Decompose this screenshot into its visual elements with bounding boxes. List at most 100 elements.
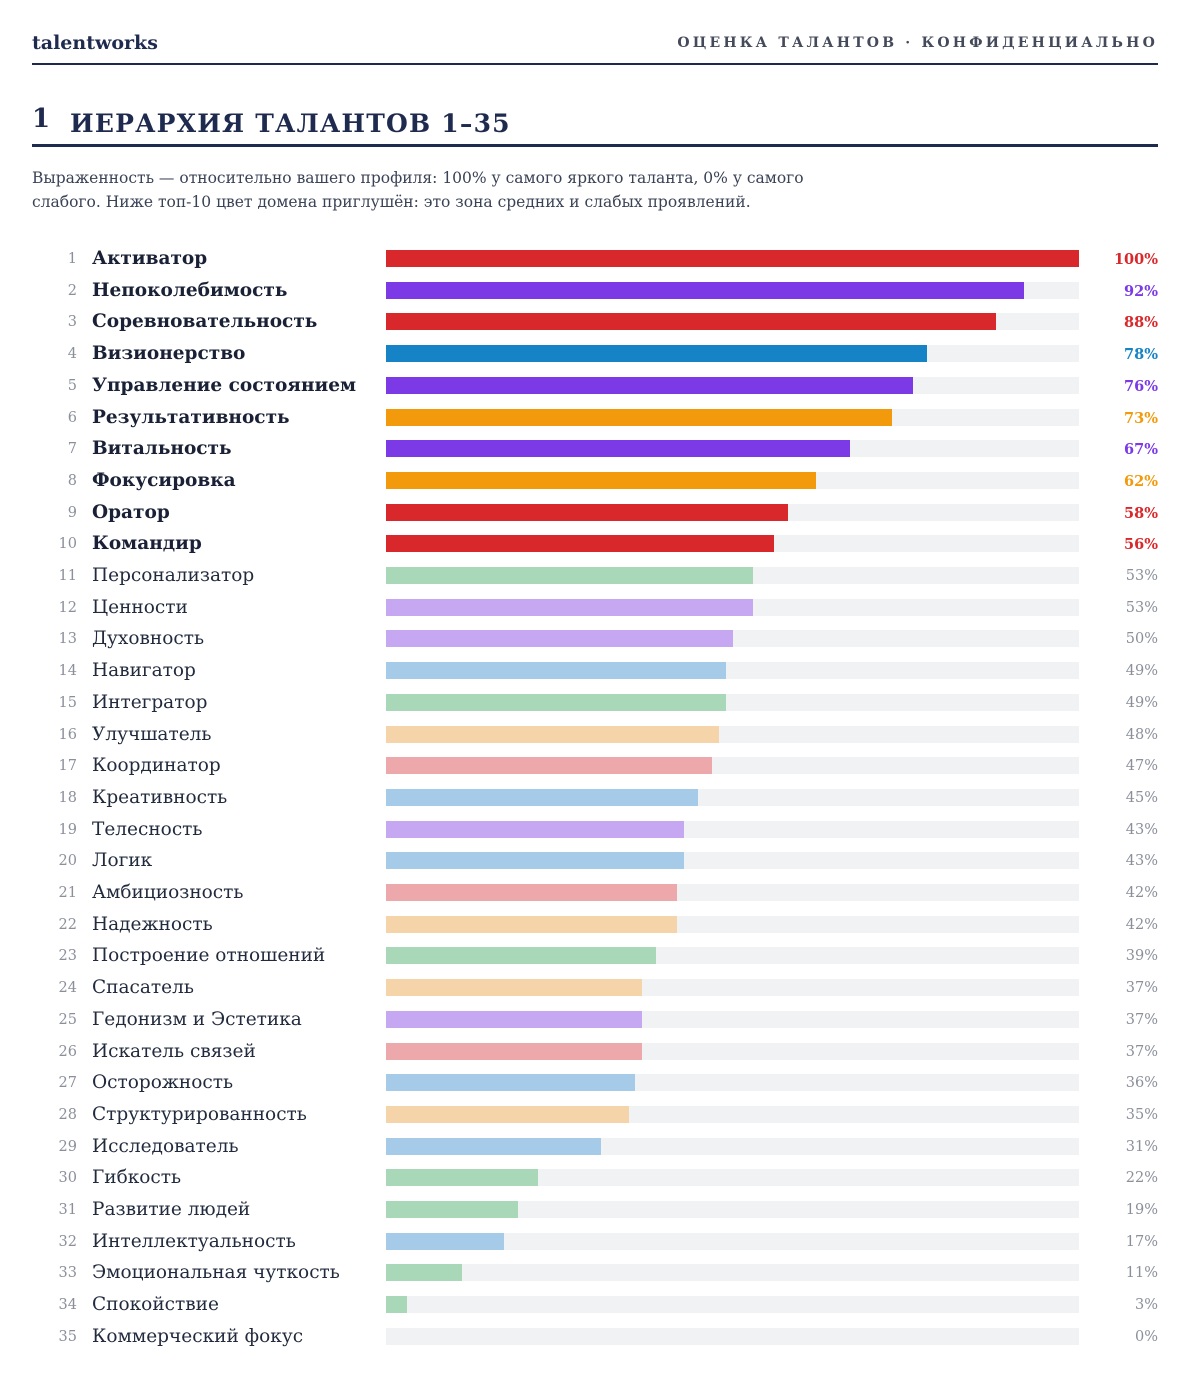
talent-name: Персонализатор <box>92 565 255 586</box>
bar <box>386 250 1079 267</box>
rank-number: 21 <box>58 885 77 901</box>
talent-name: Витальность <box>92 438 232 460</box>
percent-label: 49% <box>1125 694 1158 711</box>
bar-track <box>386 1201 1079 1218</box>
rank-number: 29 <box>58 1138 77 1155</box>
percent-label: 53% <box>1125 568 1158 584</box>
talent-name: Навигатор <box>92 660 196 682</box>
rank-number: 4 <box>67 346 77 363</box>
percent-label: 92% <box>1124 282 1158 300</box>
bar-track <box>386 1327 1079 1345</box>
percent-label: 43% <box>1125 853 1158 870</box>
rank-number: 10 <box>58 536 77 553</box>
percent-label: 49% <box>1125 663 1158 680</box>
percent-label: 42% <box>1125 916 1158 933</box>
rank-number: 20 <box>58 853 77 870</box>
bar <box>386 281 1024 299</box>
percent-label: 88% <box>1124 314 1158 332</box>
rank-number: 1 <box>67 251 77 267</box>
bar <box>386 1105 629 1123</box>
talent-name: Улучшатель <box>92 723 212 745</box>
percent-label: 62% <box>1124 472 1158 490</box>
rank-number: 6 <box>67 409 77 426</box>
percent-label: 37% <box>1125 1011 1158 1028</box>
section-heading: 1 ИЕРАРХИЯ ТАЛАНТОВ 1–35 <box>32 100 1158 147</box>
rank-number: 12 <box>58 599 77 616</box>
bar <box>386 852 684 870</box>
rank-number: 14 <box>58 663 77 680</box>
rank-number: 31 <box>58 1202 77 1218</box>
percent-label: 67% <box>1124 441 1158 459</box>
talent-name: Построение отношений <box>92 945 326 967</box>
talent-name: Креативность <box>92 786 228 808</box>
percent-label: 39% <box>1125 948 1158 965</box>
percent-label: 3% <box>1134 1297 1158 1314</box>
percent-label: 35% <box>1125 1106 1158 1123</box>
rank-number: 9 <box>67 504 77 521</box>
bar <box>386 345 927 363</box>
bar-track <box>386 1169 1079 1187</box>
bar <box>386 1137 601 1155</box>
rank-number: 25 <box>58 1011 77 1028</box>
talent-name: Телесность <box>92 818 203 840</box>
bar <box>386 630 733 648</box>
rank-number: 24 <box>58 980 77 997</box>
bar <box>386 1296 407 1314</box>
rank-number: 11 <box>58 568 77 584</box>
rank-number: 33 <box>58 1265 77 1282</box>
bar <box>386 535 775 553</box>
percent-label: 47% <box>1125 758 1158 775</box>
talent-name: Исследователь <box>92 1135 239 1157</box>
percent-label: 45% <box>1125 789 1158 806</box>
percent-label: 53% <box>1125 599 1158 616</box>
rank-number: 5 <box>67 377 77 394</box>
section-title: ИЕРАРХИЯ ТАЛАНТОВ 1–35 <box>70 109 511 138</box>
bar <box>386 1264 463 1282</box>
talent-name: Командир <box>92 533 202 555</box>
talent-name: Гибкость <box>92 1167 182 1189</box>
bar-track <box>386 1232 1079 1250</box>
talent-name: Искатель связей <box>92 1040 256 1062</box>
rank-number: 22 <box>58 916 77 933</box>
percent-label: 17% <box>1125 1233 1158 1250</box>
talent-name: Оратор <box>92 501 170 523</box>
bar <box>386 915 678 933</box>
percent-label: 43% <box>1125 821 1158 838</box>
section-description: Выраженность — относительно вашего профи… <box>32 169 804 211</box>
percent-label: 100% <box>1113 251 1158 268</box>
percent-label: 50% <box>1125 631 1158 648</box>
talent-name: Духовность <box>92 628 205 650</box>
bar <box>386 979 643 997</box>
percent-label: 31% <box>1125 1138 1158 1155</box>
talent-name: Результативность <box>92 406 290 428</box>
report-header: talentworks ОЦЕНКА ТАЛАНТОВ · КОНФИДЕНЦИ… <box>32 28 1158 65</box>
rank-number: 18 <box>58 789 77 806</box>
rank-number: 15 <box>58 694 77 711</box>
talent-name: Спасатель <box>92 977 194 999</box>
talent-name: Развитие людей <box>92 1199 251 1220</box>
percent-label: 37% <box>1125 980 1158 997</box>
talent-hierarchy-chart: 1 Активатор 100% 2 Непоколебимость 92% 3 Соревн… <box>0 240 1200 1350</box>
rank-number: 2 <box>67 282 77 299</box>
rank-number: 19 <box>58 821 77 838</box>
rank-number: 16 <box>58 726 77 743</box>
bar <box>386 1042 643 1060</box>
bar-track <box>386 1264 1079 1282</box>
percent-label: 36% <box>1125 1075 1158 1092</box>
talent-name: Непоколебимость <box>92 279 288 301</box>
bar <box>386 725 719 743</box>
talent-name: Интегратор <box>92 691 208 713</box>
bar <box>386 567 754 584</box>
talent-name: Координатор <box>92 755 221 777</box>
talent-name: Логик <box>92 850 153 872</box>
rank-number: 26 <box>58 1043 77 1060</box>
bar <box>386 1169 539 1187</box>
percent-label: 42% <box>1125 885 1158 901</box>
rank-number: 27 <box>58 1075 77 1092</box>
bar <box>386 1232 504 1250</box>
rank-number: 23 <box>58 948 77 965</box>
bar <box>386 1074 636 1092</box>
rank-number: 13 <box>58 631 77 648</box>
percent-label: 58% <box>1124 504 1158 522</box>
percent-label: 37% <box>1125 1043 1158 1060</box>
